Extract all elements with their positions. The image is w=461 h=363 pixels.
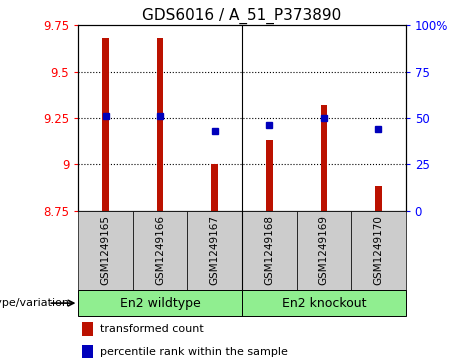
Text: transformed count: transformed count — [100, 324, 204, 334]
Bar — [351, 211, 406, 290]
Bar — [82, 345, 94, 358]
Text: genotype/variation: genotype/variation — [0, 298, 69, 308]
Text: GSM1249170: GSM1249170 — [373, 216, 384, 285]
Text: GSM1249165: GSM1249165 — [100, 216, 111, 285]
Bar — [320, 105, 327, 211]
Bar — [242, 290, 406, 316]
Title: GDS6016 / A_51_P373890: GDS6016 / A_51_P373890 — [142, 8, 342, 24]
Text: GSM1249167: GSM1249167 — [210, 216, 220, 285]
Bar — [133, 211, 188, 290]
Bar — [78, 211, 133, 290]
Bar — [242, 211, 296, 290]
Bar — [188, 211, 242, 290]
Bar — [296, 211, 351, 290]
Bar — [78, 290, 242, 316]
Bar — [266, 140, 272, 211]
Text: GSM1249168: GSM1249168 — [264, 216, 274, 285]
Bar — [82, 322, 94, 336]
Text: En2 wildtype: En2 wildtype — [120, 297, 201, 310]
Text: GSM1249169: GSM1249169 — [319, 216, 329, 285]
Bar — [157, 38, 164, 211]
Text: percentile rank within the sample: percentile rank within the sample — [100, 347, 288, 357]
Bar — [375, 187, 382, 211]
Bar — [212, 164, 218, 211]
Text: GSM1249166: GSM1249166 — [155, 216, 165, 285]
Text: En2 knockout: En2 knockout — [282, 297, 366, 310]
Bar — [102, 38, 109, 211]
